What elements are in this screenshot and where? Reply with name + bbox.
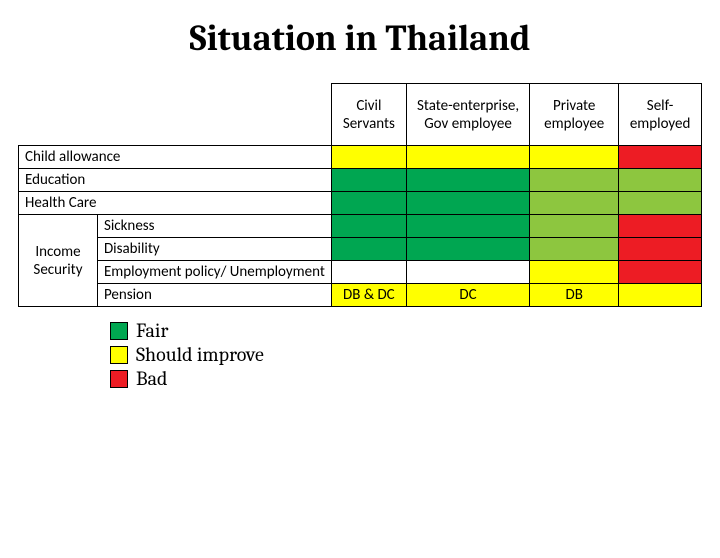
status-cell: [406, 146, 529, 169]
legend: Fair Should improve Bad: [110, 319, 720, 390]
status-cell: [406, 261, 529, 284]
status-cell: [331, 215, 406, 238]
status-cell: [619, 238, 702, 261]
status-cell: [331, 261, 406, 284]
status-cell: [619, 169, 702, 192]
table-header-row: Civil Servants State-enterprise, Gov emp…: [19, 84, 702, 146]
legend-label: Should improve: [136, 343, 264, 366]
status-cell: [619, 192, 702, 215]
row-label: Education: [19, 169, 332, 192]
status-cell: [530, 169, 619, 192]
col-header: Civil Servants: [331, 84, 406, 146]
row-label: Employment policy/ Unemployment: [97, 261, 331, 284]
status-cell: [331, 238, 406, 261]
col-header: State-enterprise, Gov employee: [406, 84, 529, 146]
legend-swatch: [110, 370, 128, 388]
legend-item: Should improve: [110, 343, 720, 366]
status-cell: [406, 169, 529, 192]
header-blank: [19, 84, 332, 146]
table-row: Income Security Sickness: [19, 215, 702, 238]
status-cell: DC: [406, 284, 529, 307]
row-label: Disability: [97, 238, 331, 261]
row-label: Pension: [97, 284, 331, 307]
legend-item: Bad: [110, 367, 720, 390]
status-cell: [530, 215, 619, 238]
status-cell: [406, 238, 529, 261]
table-row: Education: [19, 169, 702, 192]
status-cell: [530, 192, 619, 215]
legend-label: Fair: [136, 319, 168, 342]
status-cell: [530, 146, 619, 169]
row-label: Sickness: [97, 215, 331, 238]
table-row: Pension DB & DC DC DB: [19, 284, 702, 307]
legend-swatch: [110, 346, 128, 364]
status-cell: [530, 261, 619, 284]
table-row: Disability: [19, 238, 702, 261]
status-cell: [406, 215, 529, 238]
policy-table: Civil Servants State-enterprise, Gov emp…: [18, 83, 702, 307]
legend-label: Bad: [136, 367, 167, 390]
status-cell: [619, 215, 702, 238]
status-cell: [331, 146, 406, 169]
table-row: Child allowance: [19, 146, 702, 169]
group-label: Income Security: [19, 215, 98, 307]
status-cell: DB & DC: [331, 284, 406, 307]
row-label: Child allowance: [19, 146, 332, 169]
status-cell: [530, 238, 619, 261]
status-cell: [619, 284, 702, 307]
status-cell: [331, 169, 406, 192]
col-header: Private employee: [530, 84, 619, 146]
table-row: Health Care: [19, 192, 702, 215]
table-row: Employment policy/ Unemployment: [19, 261, 702, 284]
page-title: Situation in Thailand: [0, 18, 720, 59]
table-body: Child allowance Education Health Care: [19, 146, 702, 307]
status-cell: [619, 146, 702, 169]
policy-table-container: Civil Servants State-enterprise, Gov emp…: [0, 83, 720, 307]
row-label: Health Care: [19, 192, 332, 215]
status-cell: [619, 261, 702, 284]
status-cell: [406, 192, 529, 215]
legend-swatch: [110, 322, 128, 340]
status-cell: [331, 192, 406, 215]
col-header: Self-employed: [619, 84, 702, 146]
status-cell: DB: [530, 284, 619, 307]
legend-item: Fair: [110, 319, 720, 342]
